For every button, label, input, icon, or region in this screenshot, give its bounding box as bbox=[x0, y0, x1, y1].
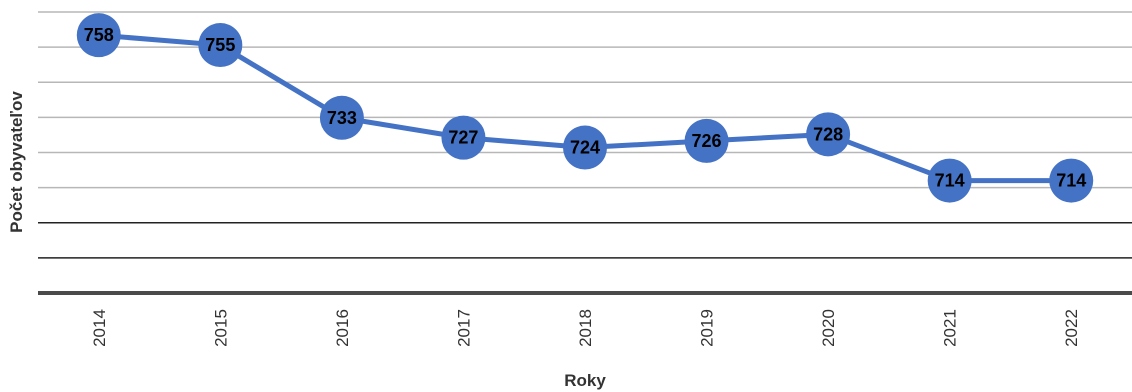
x-tick-label: 2020 bbox=[819, 309, 838, 347]
data-label: 755 bbox=[205, 35, 235, 55]
x-tick-label: 2018 bbox=[576, 309, 595, 347]
data-point bbox=[319, 95, 364, 140]
x-tick-label: 2019 bbox=[698, 309, 717, 347]
x-tick-label: 2015 bbox=[211, 309, 230, 347]
data-point bbox=[76, 13, 121, 58]
data-label: 727 bbox=[448, 128, 478, 148]
x-axis-title: Roky bbox=[564, 371, 606, 390]
data-label: 714 bbox=[935, 171, 965, 191]
x-tick-label: 2022 bbox=[1062, 309, 1081, 347]
data-point bbox=[927, 158, 972, 203]
x-tick-labels: 2014 2015 2016 2017 2018 2019 2020 2021 2022 bbox=[90, 309, 1081, 347]
x-tick-label: 2021 bbox=[941, 309, 960, 347]
data-label: 728 bbox=[813, 124, 843, 144]
data-point bbox=[806, 112, 851, 157]
data-point bbox=[198, 23, 243, 68]
data-point bbox=[563, 125, 607, 170]
x-tick-label: 2014 bbox=[90, 309, 109, 347]
data-label: 724 bbox=[570, 138, 600, 158]
data-point bbox=[441, 115, 486, 160]
data-point bbox=[684, 118, 729, 163]
data-label: 714 bbox=[1056, 171, 1086, 191]
y-axis-title: Počet obyvateľov bbox=[7, 91, 26, 233]
data-point bbox=[1049, 158, 1094, 203]
data-label: 726 bbox=[692, 131, 722, 151]
data-label: 733 bbox=[327, 108, 357, 128]
data-points: 758 755 733 727 724 726 728 714 714 bbox=[76, 13, 1094, 203]
data-label: 758 bbox=[84, 25, 114, 45]
x-tick-label: 2017 bbox=[454, 309, 473, 347]
x-tick-label: 2016 bbox=[333, 309, 352, 347]
